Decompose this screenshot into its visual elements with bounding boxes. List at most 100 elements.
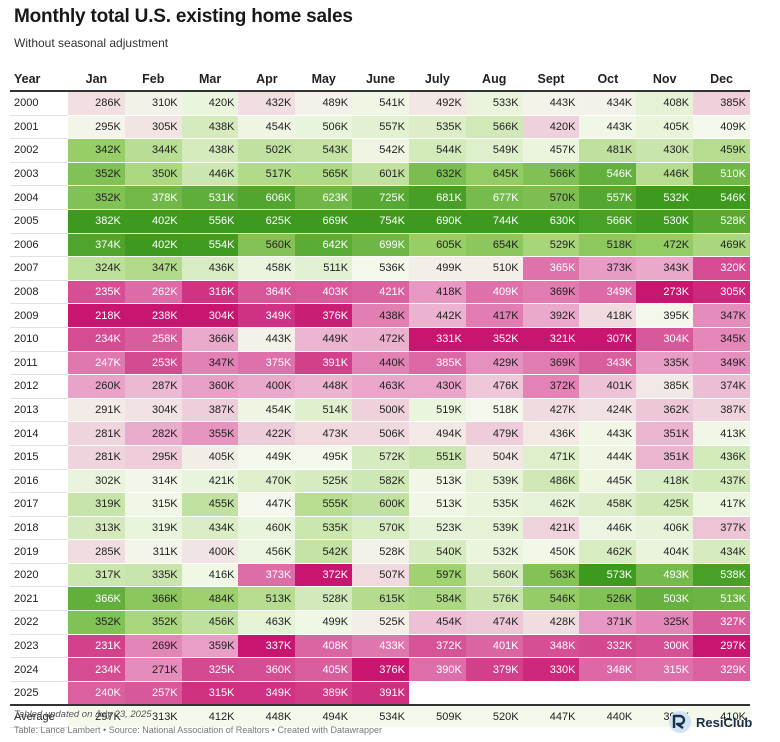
- table-cell: 473K: [295, 421, 353, 446]
- table-cell: 460K: [238, 516, 296, 541]
- table-cell: 507K: [352, 563, 409, 588]
- table-cell: 506K: [295, 115, 353, 140]
- table-cell: 390K: [408, 657, 466, 682]
- table-cell: 325K: [181, 657, 239, 682]
- table-cell: 329K: [693, 657, 750, 682]
- table-cell: 377K: [693, 516, 750, 541]
- table-cell: 344K: [124, 138, 182, 163]
- table-cell: 754K: [352, 209, 409, 234]
- table-cell: 514K: [295, 398, 353, 423]
- year-label: 2016: [10, 469, 68, 494]
- table-cell: 430K: [408, 374, 466, 399]
- table-cell: 456K: [238, 539, 296, 564]
- table-cell: 392K: [522, 303, 580, 328]
- table-cell: 520K: [465, 704, 523, 729]
- table-cell: [636, 681, 694, 706]
- table-cell: 282K: [124, 421, 182, 446]
- table-row: 2019 285K 311K 400K 456K 542K 528K 540K 532K 450K…: [10, 539, 750, 564]
- table-cell: 327K: [693, 610, 750, 635]
- table-cell: 410K: [693, 704, 750, 729]
- table-cell: 533K: [465, 91, 523, 116]
- table-cell: 546K: [693, 185, 750, 210]
- table-cell: 500K: [352, 398, 409, 423]
- year-label: 2023: [10, 634, 68, 659]
- table-cell: 401K: [465, 634, 523, 659]
- table-cell: 446K: [181, 162, 239, 187]
- table-cell: 438K: [181, 138, 239, 163]
- table-cell: 343K: [636, 256, 694, 281]
- table-cell: 436K: [181, 256, 239, 281]
- table-cell: 325K: [636, 610, 694, 635]
- table-cell: 433K: [352, 634, 409, 659]
- table-cell: 310K: [124, 91, 182, 116]
- year-label: 2006: [10, 233, 68, 258]
- table-row: 2024 234K 271K 325K 360K 405K 376K 390K 379K 330K…: [10, 657, 750, 682]
- table-cell: 287K: [124, 374, 182, 399]
- table-cell: 273K: [636, 280, 694, 305]
- table-cell: 725K: [352, 185, 409, 210]
- table-cell: 645K: [465, 162, 523, 187]
- table-cell: 369K: [522, 280, 580, 305]
- table-cell: [408, 681, 466, 706]
- table-cell: 446K: [579, 516, 637, 541]
- chart-subtitle: Without seasonal adjustment: [14, 36, 169, 50]
- table-cell: 526K: [579, 586, 637, 612]
- year-label: 2024: [10, 657, 68, 682]
- column-header-feb: Feb: [124, 68, 182, 92]
- table-cell: 347K: [693, 303, 750, 328]
- column-header-july: July: [408, 68, 466, 92]
- table-cell: 584K: [408, 586, 466, 612]
- table-cell: 494K: [295, 704, 353, 729]
- table-cell: 570K: [522, 185, 580, 210]
- table-cell: 471K: [522, 445, 580, 470]
- table-cell: 469K: [693, 233, 750, 258]
- table-cell: 417K: [693, 492, 750, 517]
- table-cell: 542K: [295, 539, 353, 564]
- table-cell: 405K: [295, 657, 353, 682]
- table-cell: 391K: [295, 351, 353, 376]
- year-label: 2011: [10, 351, 68, 376]
- table-cell: 300K: [636, 634, 694, 659]
- table-cell: 535K: [408, 115, 466, 140]
- table-cell: 352K: [124, 610, 182, 635]
- update-note: Tabled updated on July 23, 2025: [14, 709, 152, 720]
- table-cell: 681K: [408, 185, 466, 210]
- table-cell: 492K: [408, 91, 466, 116]
- table-cell: 454K: [238, 115, 296, 140]
- table-cell: 479K: [465, 421, 523, 446]
- table-cell: 315K: [124, 492, 182, 517]
- table-cell: 481K: [579, 138, 637, 163]
- table-cell: 506K: [352, 421, 409, 446]
- table-cell: 347K: [181, 351, 239, 376]
- table-cell: 546K: [579, 162, 637, 187]
- year-label: 2022: [10, 610, 68, 635]
- table-cell: 359K: [181, 634, 239, 659]
- table-cell: 406K: [636, 516, 694, 541]
- table-cell: 391K: [352, 681, 409, 706]
- logo-text: ResiClub: [696, 714, 753, 730]
- table-row: 2016 302K 314K 421K 470K 525K 582K 513K 539K 486K…: [10, 469, 750, 494]
- table-cell: 544K: [408, 138, 466, 163]
- table-cell: 421K: [181, 469, 239, 494]
- table-cell: 554K: [181, 233, 239, 258]
- table-cell: 247K: [68, 351, 125, 376]
- table-cell: 429K: [465, 351, 523, 376]
- table-cell: 376K: [295, 303, 353, 328]
- table-cell: 447K: [522, 704, 580, 729]
- table-cell: 412K: [181, 704, 239, 729]
- table-cell: 331K: [408, 327, 466, 352]
- table-cell: 395K: [636, 303, 694, 328]
- table-cell: 376K: [352, 657, 409, 682]
- table-cell: 366K: [181, 327, 239, 352]
- table-cell: 402K: [124, 209, 182, 234]
- table-cell: 472K: [636, 233, 694, 258]
- table-cell: 440K: [352, 351, 409, 376]
- year-label: 2021: [10, 586, 68, 612]
- table-cell: 400K: [238, 374, 296, 399]
- table-cell: 385K: [693, 91, 750, 116]
- table-cell: 382K: [68, 209, 125, 234]
- table-cell: 531K: [181, 185, 239, 210]
- table-cell: 385K: [408, 351, 466, 376]
- table-cell: 605K: [408, 233, 466, 258]
- table-cell: 538K: [693, 563, 750, 588]
